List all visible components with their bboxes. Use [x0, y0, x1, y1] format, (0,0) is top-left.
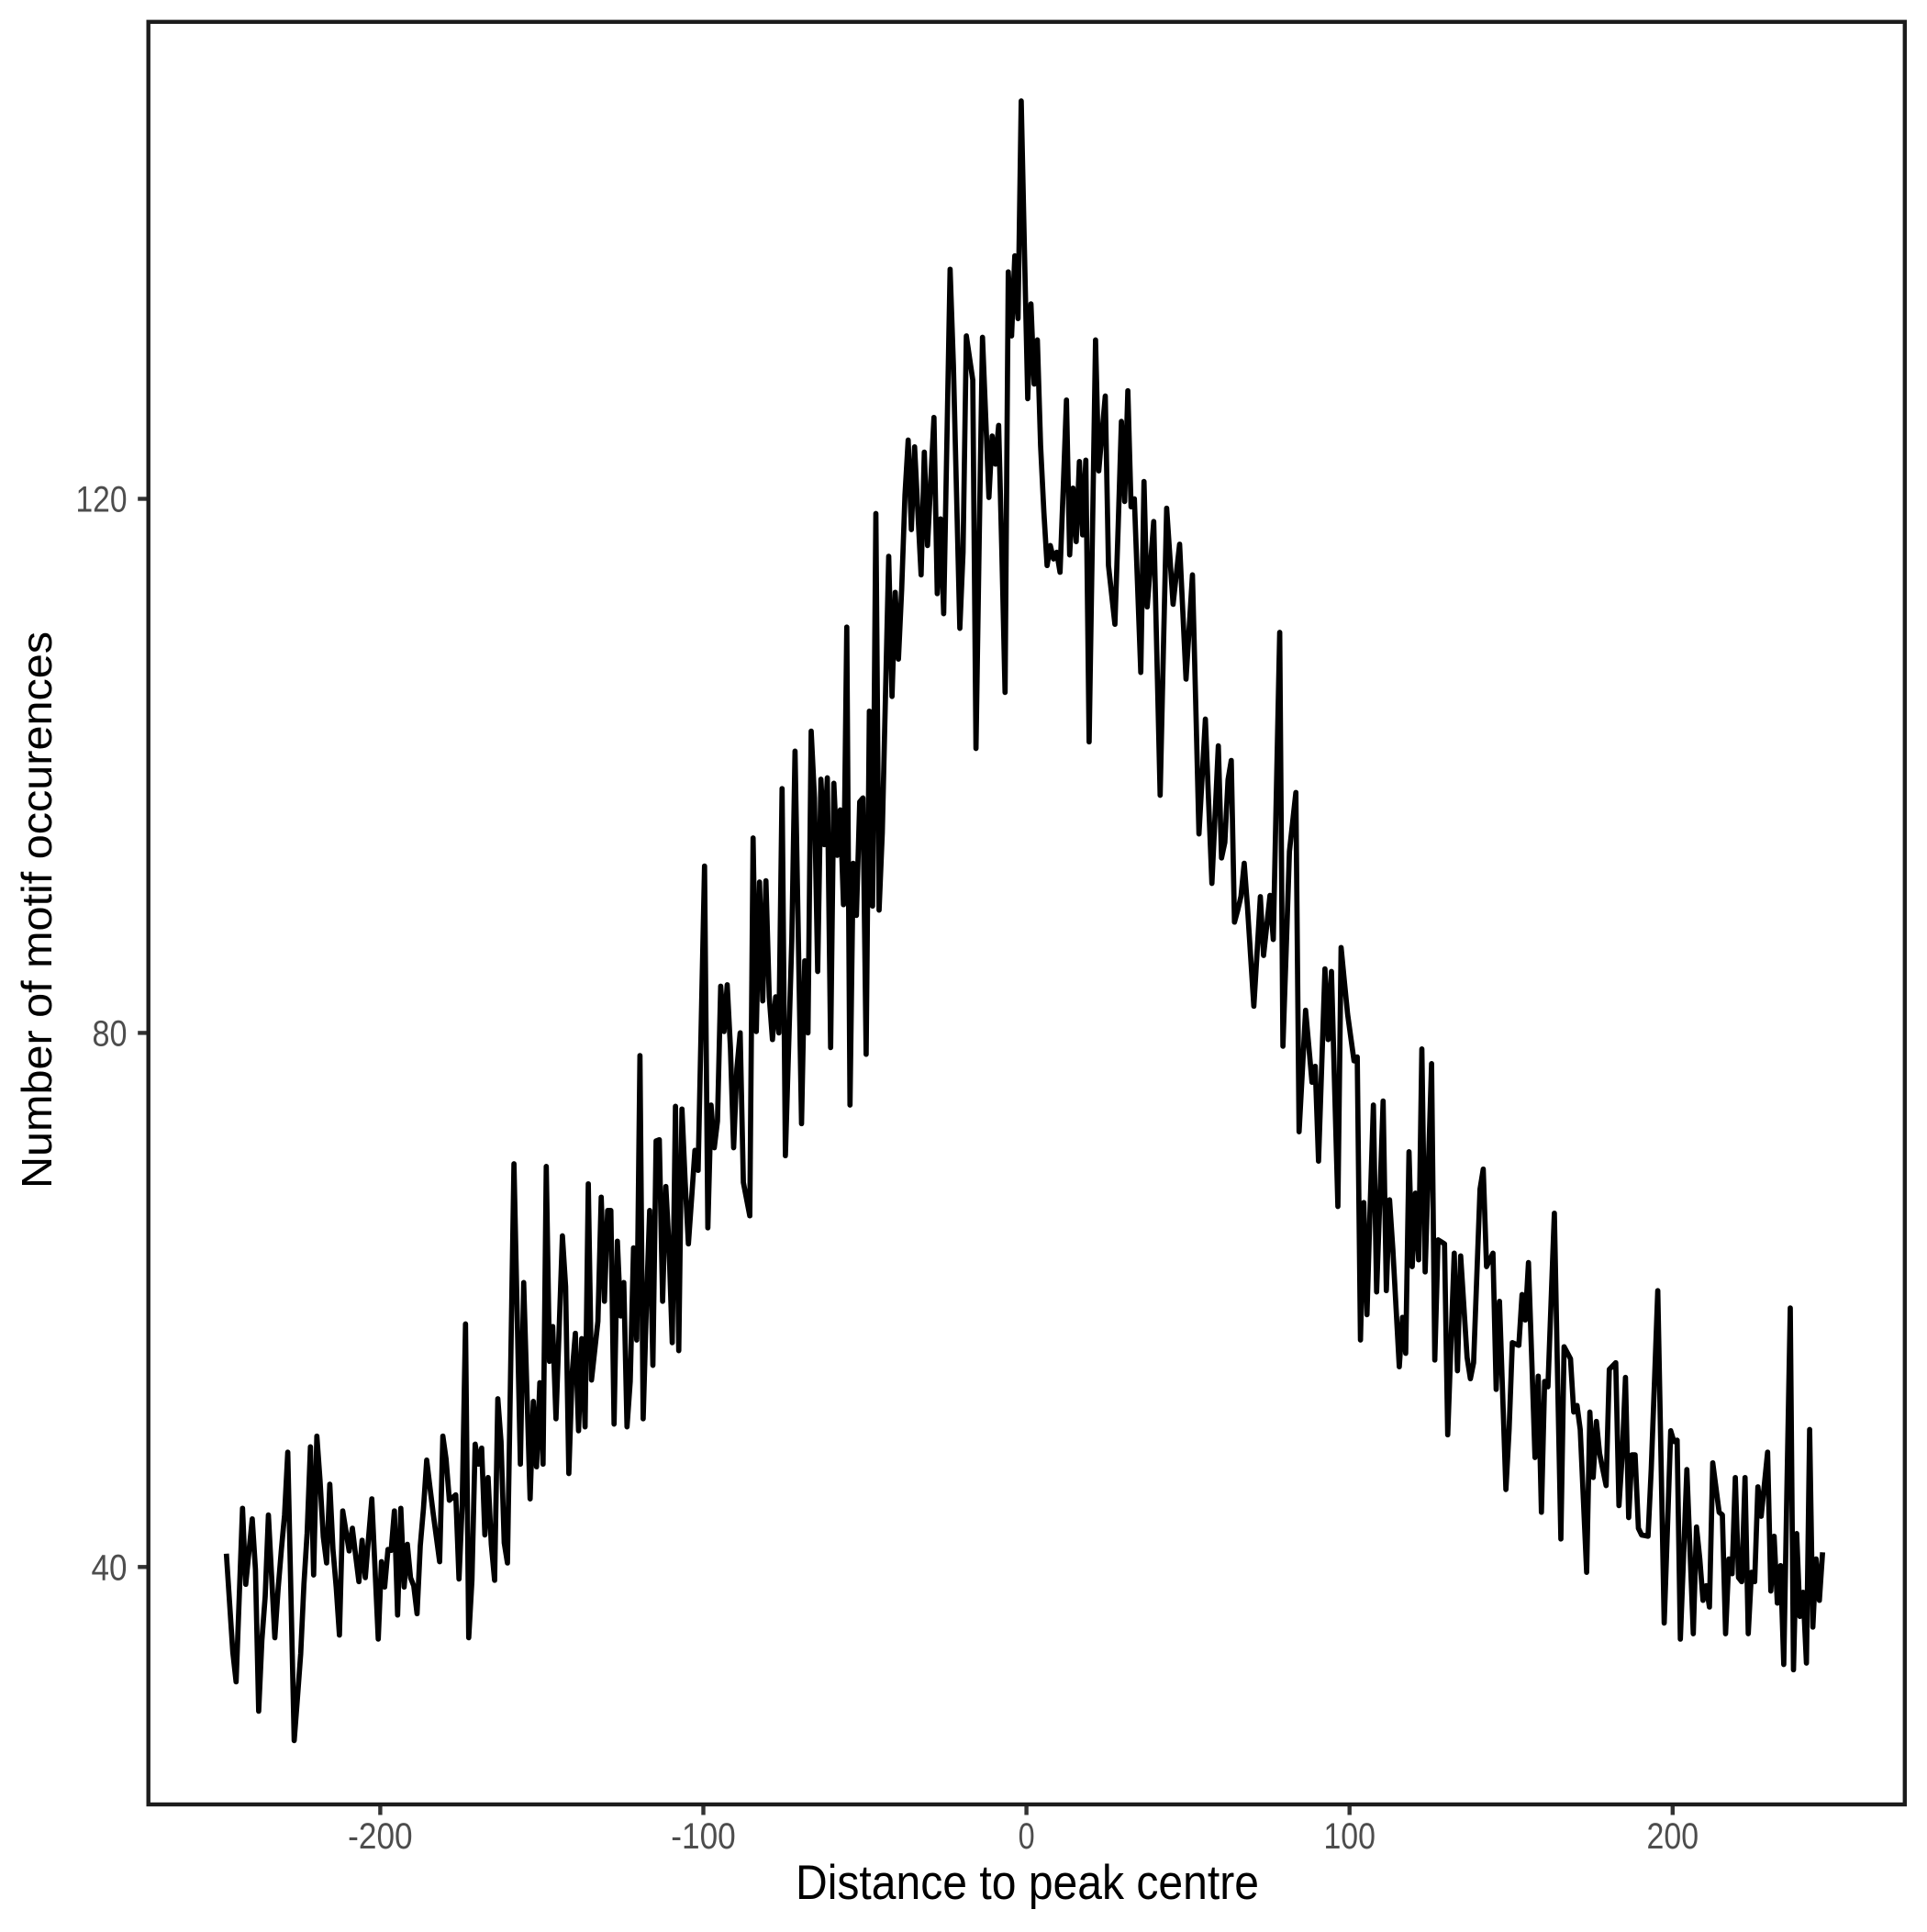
svg-text:-100: -100 [671, 1816, 736, 1857]
svg-text:80: 80 [93, 1013, 128, 1054]
svg-text:100: 100 [1323, 1816, 1376, 1857]
svg-text:Distance to peak centre: Distance to peak centre [796, 1856, 1259, 1910]
svg-text:0: 0 [1019, 1816, 1035, 1857]
svg-text:Number of motif occurences: Number of motif occurences [13, 631, 61, 1189]
svg-text:-200: -200 [348, 1816, 413, 1857]
svg-text:120: 120 [76, 480, 128, 520]
svg-text:40: 40 [92, 1547, 128, 1588]
svg-text:200: 200 [1647, 1816, 1699, 1857]
